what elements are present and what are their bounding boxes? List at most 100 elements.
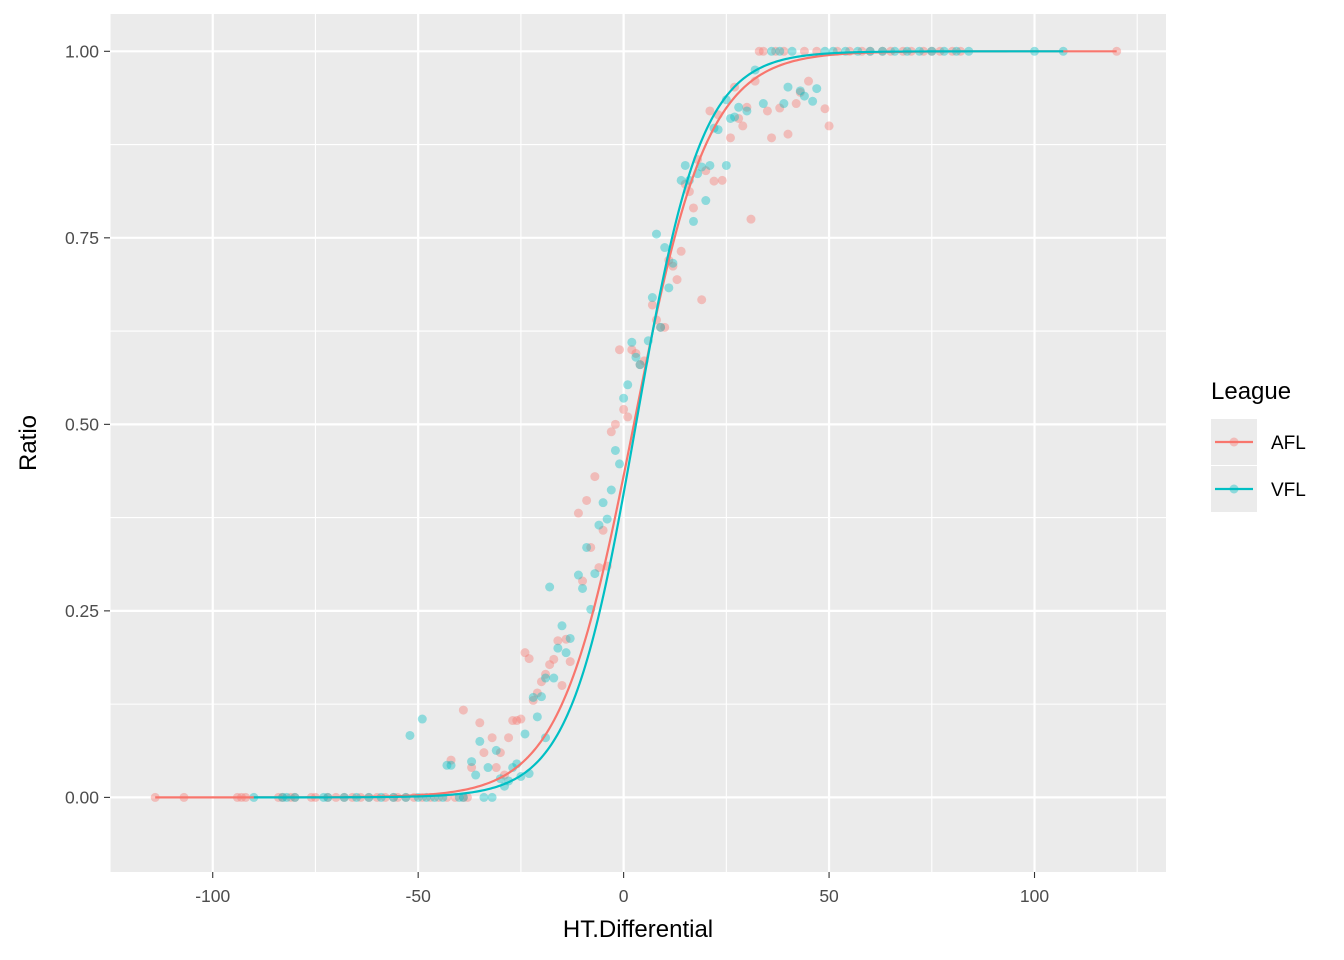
point-afl [709,176,719,186]
point-afl [619,404,629,414]
point-afl [512,716,522,726]
point-vfl [541,673,551,683]
y-tick-label: 0.00 [65,787,99,807]
x-axis-ticks: -100 -50 0 50 100 [195,872,1049,906]
point-vfl [651,229,661,239]
point-afl [746,214,756,224]
point-afl [668,261,678,271]
legend: League AFL VFL [1211,378,1306,512]
legend-label-vfl: VFL [1271,480,1306,501]
point-vfl [688,216,698,226]
point-afl [762,106,772,116]
point-vfl [808,96,818,106]
point-vfl [713,125,723,135]
point-vfl [697,162,707,172]
legend-label-afl: AFL [1271,433,1306,454]
point-vfl [602,514,612,524]
point-afl [586,542,596,552]
point-afl [553,636,563,646]
point-afl [475,718,485,728]
point-vfl [705,160,715,170]
legend-title: League [1211,378,1291,405]
point-afl [672,275,682,285]
point-afl [824,121,834,131]
point-afl [582,495,592,505]
point-afl [557,680,567,690]
point-vfl [528,692,538,702]
y-tick-label: 0.50 [65,414,99,434]
point-vfl [758,99,768,109]
point-afl [590,472,600,482]
point-afl [610,419,620,429]
point-vfl [590,569,600,579]
panel-background [110,14,1166,872]
legend-key-vfl-point [1229,484,1239,494]
point-vfl [446,760,456,770]
y-axis-title: Ratio [15,415,42,471]
point-vfl [557,621,567,631]
point-afl [536,677,546,687]
point-vfl [779,99,789,109]
fitted-curves [155,50,1117,799]
point-afl [660,322,670,332]
y-axis-ticks: 0.00 0.25 0.50 0.75 1.00 [65,41,110,807]
point-vfl [734,102,744,112]
point-vfl [627,337,637,347]
point-vfl [742,106,752,116]
point-vfl [520,729,530,739]
point-afl [705,106,715,116]
point-afl [779,46,789,56]
point-vfl [565,633,575,643]
point-vfl [573,570,583,580]
point-afl [458,792,468,802]
point-vfl [578,583,588,593]
point-vfl [417,714,427,724]
point-afl [758,46,768,56]
point-afl [467,763,477,773]
point-vfl [549,673,559,683]
point-afl [573,508,583,518]
point-afl [561,634,571,644]
curve-vfl [253,50,1064,799]
point-afl [549,654,559,664]
point-afl [541,669,551,679]
point-vfl [775,46,785,56]
point-afl [799,46,809,56]
point-vfl [615,459,625,469]
point-vfl [631,352,641,362]
point-afl [565,657,575,667]
point-vfl [458,792,468,802]
x-axis-title: HT.Differential [563,916,713,943]
x-tick-label: 0 [619,886,629,906]
point-vfl [623,380,633,390]
point-afl [734,113,744,123]
point-vfl [664,283,674,293]
x-tick-label: 50 [819,886,839,906]
point-afl [701,166,711,176]
point-afl [516,714,526,724]
point-afl [804,76,814,86]
point-afl [532,688,542,698]
minor-gridlines [109,14,1166,872]
point-afl [647,300,657,310]
point-vfl [721,160,731,170]
point-vfl [701,196,711,206]
point-afl [656,322,666,332]
point-vfl [442,760,452,770]
point-afl [767,133,777,143]
point-vfl [660,243,670,253]
point-afl [688,203,698,213]
point-vfl [491,745,501,755]
point-vfl [787,46,797,56]
point-afl [738,121,748,131]
point-vfl [487,792,497,802]
point-vfl [668,258,678,268]
point-afl [491,763,501,773]
point-afl [615,345,625,355]
point-afl [458,705,468,715]
point-afl [487,733,497,743]
point-afl [462,792,472,802]
point-afl [635,360,645,370]
point-afl [820,104,830,114]
